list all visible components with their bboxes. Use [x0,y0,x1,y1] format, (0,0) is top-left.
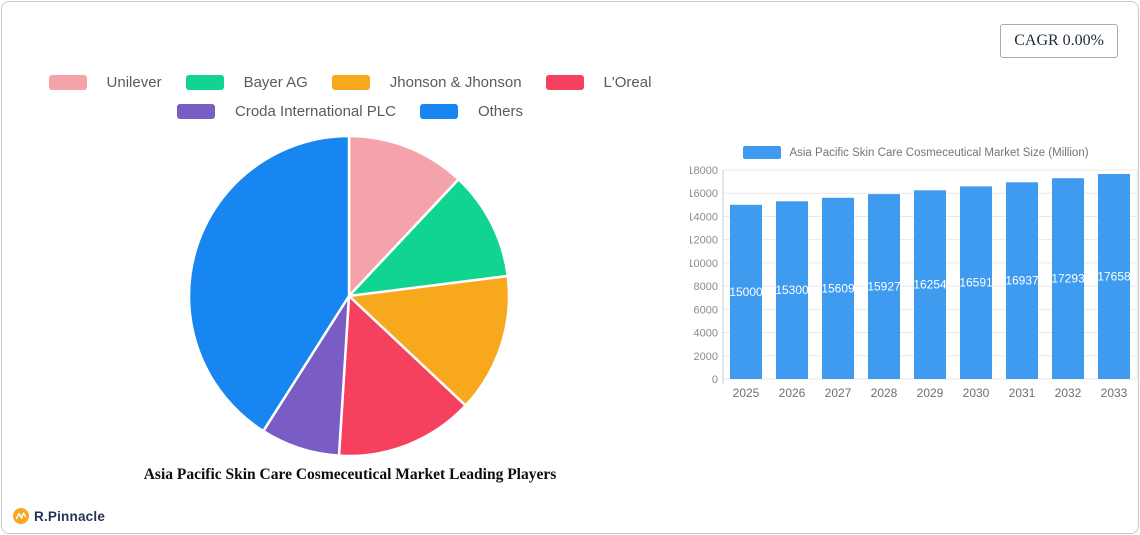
bar-value-label: 15609 [821,281,855,295]
legend-item-l-oreal[interactable]: L'Oreal [545,74,652,91]
bar-value-label: 16591 [959,276,993,290]
legend-item-label: Jhonson & Jhonson [389,74,522,91]
legend-item-croda-international-plc[interactable]: Croda International PLC [177,103,396,120]
cagr-badge: CAGR 0.00% [1000,24,1118,58]
pie-legend: Unilever Bayer AG Jhonson & Jhonson L'Oreal… [0,74,700,120]
pie-slice-unilever[interactable] [347,134,460,298]
legend-item-label: Unilever [106,74,162,91]
bar-value-label: 17293 [1051,272,1085,286]
brand-name: R.Pinnacle [34,508,106,524]
bar-2025[interactable] [730,204,762,379]
pie-legend-row: Croda International PLC Others [177,103,523,120]
legend-swatch-icon [545,75,584,90]
pinnacle-logo-icon [13,508,29,524]
brand-logo: R.Pinnacle [13,508,105,524]
x-tick-label: 2029 [917,386,944,400]
y-tick-label: 18000 [690,165,718,177]
bar-2030[interactable] [960,186,992,379]
y-tick-label: 10000 [690,258,718,270]
legend-item-jhonson-jhonson[interactable]: Jhonson & Jhonson [331,74,522,91]
legend-swatch-icon [331,75,370,90]
bar-value-label: 15000 [729,285,763,299]
y-tick-label: 0 [712,374,718,386]
pie-chart [187,134,511,458]
bar-value-label: 15300 [775,283,809,297]
bar-2029[interactable] [914,190,946,379]
y-tick-label: 6000 [694,304,718,316]
legend-item-others[interactable]: Others [419,103,523,120]
x-tick-label: 2031 [1009,386,1036,400]
bar-value-label: 16254 [913,278,947,292]
y-tick-label: 12000 [690,235,718,247]
bar-2032[interactable] [1052,178,1084,379]
legend-item-label: Croda International PLC [235,103,396,120]
legend-item-label: Bayer AG [243,74,308,91]
bar-legend-label: Asia Pacific Skin Care Cosmeceutical Mar… [789,146,1089,159]
x-tick-label: 2033 [1101,386,1128,400]
bar-value-label: 16937 [1005,274,1039,288]
pie-slice-l-oreal[interactable] [337,294,467,458]
cagr-label: CAGR 0.00% [1014,32,1104,49]
legend-swatch-icon [185,75,224,90]
bar-2026[interactable] [776,201,808,379]
legend-swatch-icon [48,75,87,90]
x-tick-label: 2025 [733,386,760,400]
legend-swatch-icon [419,104,458,119]
bar-chart: 0 2000 4000 6000 8000 10000 12000 14000 16000 180… [690,165,1138,400]
x-tick-label: 2028 [871,386,898,400]
legend-swatch-icon [177,104,216,119]
x-tick-label: 2032 [1055,386,1082,400]
legend-item-label: L'Oreal [603,74,652,91]
pie-slice-others[interactable] [187,134,351,433]
bar-legend-swatch-icon [743,146,782,159]
bar-value-label: 17658 [1097,270,1131,284]
legend-item-unilever[interactable]: Unilever [48,74,162,91]
legend-item-bayer-ag[interactable]: Bayer AG [185,74,308,91]
y-tick-label: 4000 [694,328,718,340]
x-tick-label: 2030 [963,386,990,400]
pie-chart-title: Asia Pacific Skin Care Cosmeceutical Mar… [143,466,557,483]
y-tick-label: 16000 [690,188,718,200]
bar-chart-legend[interactable]: Asia Pacific Skin Care Cosmeceutical Mar… [690,146,1140,159]
pie-legend-row: Unilever Bayer AG Jhonson & Jhonson L'Oreal [48,74,652,91]
x-tick-label: 2027 [825,386,852,400]
pie-slice-bayer-ag[interactable] [347,178,509,298]
y-tick-label: 8000 [694,281,718,293]
x-tick-label: 2026 [779,386,806,400]
bar-2027[interactable] [822,197,854,379]
y-tick-label: 2000 [694,351,718,363]
bar-value-label: 15927 [867,280,901,294]
bar-2033[interactable] [1098,174,1130,379]
pie-slice-jhonson-jhonson[interactable] [347,274,511,407]
bar-2031[interactable] [1006,182,1038,379]
y-tick-label: 14000 [690,211,718,223]
legend-item-label: Others [477,103,523,120]
bar-2028[interactable] [868,194,900,379]
